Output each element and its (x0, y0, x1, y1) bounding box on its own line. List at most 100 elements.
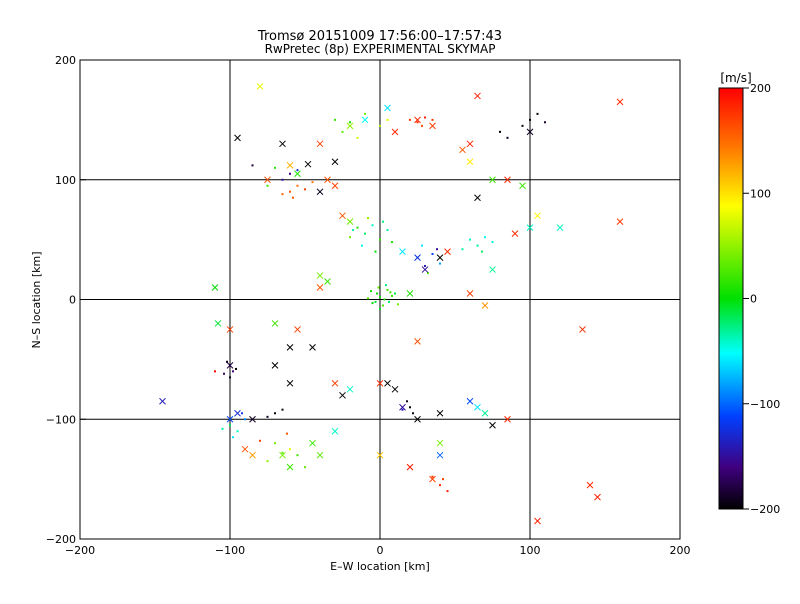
cross-point (384, 104, 391, 112)
dot-point (379, 124, 381, 127)
cross-point (309, 439, 316, 447)
cross-point (376, 379, 384, 387)
grid-lines (80, 60, 680, 539)
colorbar-tick-label: −100 (750, 398, 780, 411)
dot-point (371, 302, 374, 305)
cross-point (519, 182, 526, 190)
cross-point (316, 284, 324, 291)
dot-point (409, 406, 411, 409)
dot-point (304, 188, 306, 191)
dot-point (506, 136, 509, 139)
cross-point (481, 302, 489, 309)
y-tick-label: 0 (69, 294, 76, 307)
cross-point (466, 140, 474, 148)
cross-point (324, 278, 331, 285)
dot-point (266, 184, 269, 187)
dot-point (521, 124, 524, 127)
dot-point (349, 121, 351, 124)
dot-point (431, 252, 434, 255)
dot-point (236, 430, 239, 433)
dot-point (289, 190, 291, 193)
cross-point (391, 128, 399, 136)
dot-point (424, 116, 426, 119)
x-tick-label: 0 (377, 544, 384, 557)
cross-point (489, 176, 496, 184)
cross-point (399, 248, 406, 255)
dot-point (389, 291, 392, 294)
dot-point (382, 220, 384, 223)
cross-point (316, 272, 324, 279)
dot-point (374, 300, 377, 303)
dot-point (499, 130, 501, 133)
cross-point (436, 451, 444, 459)
dot-point (229, 424, 231, 427)
cross-point (331, 379, 339, 387)
dot-point (367, 217, 369, 220)
dot-point (281, 193, 284, 196)
cross-point (556, 224, 564, 232)
cross-point (534, 212, 541, 220)
dot-point (266, 460, 269, 463)
dot-point (385, 284, 387, 287)
cross-point (324, 176, 331, 184)
cross-point (316, 451, 324, 459)
dot-point (214, 370, 216, 373)
cross-point (586, 481, 594, 489)
dot-point (235, 367, 237, 370)
dot-point (281, 408, 284, 411)
colorbar-label: [m/s] (720, 71, 751, 85)
x-axis-label: E–W location [km] (330, 560, 430, 573)
dot-point (427, 272, 429, 275)
y-tick-label: −100 (46, 413, 76, 426)
cross-point (304, 160, 312, 168)
dot-point (370, 290, 372, 293)
cross-point (256, 82, 264, 90)
cross-point (384, 379, 391, 387)
cross-point (466, 290, 474, 297)
dot-point (386, 229, 389, 232)
dot-point (391, 294, 393, 297)
cross-point (316, 140, 324, 148)
dot-point (232, 436, 234, 439)
x-tick-label: −200 (65, 544, 95, 557)
cross-point (286, 463, 294, 471)
dot-point (491, 241, 494, 244)
cross-point (406, 290, 414, 297)
cross-point (474, 92, 481, 100)
cross-point (414, 338, 421, 345)
dot-point (292, 196, 294, 199)
dot-point (446, 490, 449, 493)
cross-point (436, 254, 444, 261)
cross-point (339, 212, 346, 220)
dot-point (296, 454, 299, 457)
dot-point (397, 303, 399, 306)
dot-point (374, 250, 377, 253)
dot-point (421, 124, 423, 127)
cross-point (309, 344, 316, 351)
dot-point (364, 112, 366, 115)
cross-point (436, 409, 444, 417)
dot-point (394, 292, 396, 295)
cross-point (361, 116, 369, 124)
cross-point (346, 385, 354, 393)
cross-point (489, 266, 496, 273)
cross-point (391, 385, 399, 393)
dot-point (281, 451, 284, 454)
cross-point (271, 362, 279, 369)
cross-point (249, 415, 256, 423)
dot-point (379, 238, 381, 241)
colorbar-tick-label: 0 (750, 293, 757, 306)
cross-point (279, 140, 286, 148)
dot-point (241, 412, 243, 415)
dot-point (442, 478, 444, 481)
cross-point (226, 415, 234, 423)
dot-point (386, 118, 389, 121)
dot-point (431, 118, 434, 121)
dot-point (341, 130, 344, 133)
dot-point (274, 166, 276, 169)
cross-point (459, 146, 466, 154)
dot-point (352, 229, 354, 232)
cross-point (421, 266, 429, 273)
